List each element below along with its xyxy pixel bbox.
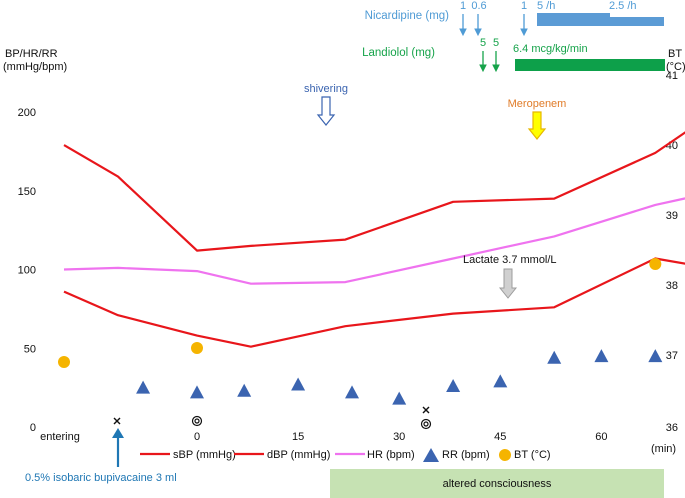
rr-point-9 [594, 349, 609, 363]
rr-point-8 [547, 350, 562, 364]
lactate-annotation: Lactate 3.7 mmol/L [463, 254, 557, 299]
shivering-label: shivering [304, 83, 348, 95]
series-rr-markers [136, 349, 663, 405]
right-tick-label-3: 39 [666, 210, 678, 222]
cross-marker-1 [113, 417, 121, 425]
legend-dbp-label: dBP (mmHg) [267, 449, 330, 461]
meropenem-label: Meropenem [508, 98, 567, 110]
x-tick-label-0: entering [40, 431, 80, 443]
left-tick-label-0: 0 [30, 422, 36, 434]
cross-marker-2 [422, 406, 430, 414]
nicardipine-label: Nicardipine (mg) [365, 10, 450, 22]
landiolol-bolus-arrow-1 [479, 51, 487, 73]
rr-point-6 [446, 379, 461, 393]
legend-bt-swatch [499, 449, 511, 461]
series-bt-markers [58, 258, 662, 368]
legend-hr-label: HR (bpm) [367, 449, 415, 461]
landiolol-bolus-arrow-2 [492, 51, 500, 73]
nicardipine-bolus-arrow-2 [474, 14, 482, 37]
bt-point-0 [58, 356, 70, 368]
left-axis-title-line2: (mmHg/bpm) [3, 61, 67, 73]
altered-consciousness-band [330, 469, 664, 498]
landiolol-label: Landiolol (mg) [362, 47, 435, 59]
shivering-arrow [316, 96, 336, 126]
rr-point-10 [648, 349, 663, 363]
landiolol-bolus-1: 5 [480, 37, 486, 49]
rr-point-7 [493, 374, 508, 388]
rr-point-2 [237, 383, 252, 397]
right-tick-label-1: 37 [666, 350, 678, 362]
legend-bt-label: BT (°C) [514, 449, 551, 461]
landiolol-infusion-bar [515, 59, 665, 71]
bt-point-1 [191, 342, 203, 354]
left-tick-label-3: 150 [18, 186, 36, 198]
rr-point-5 [392, 391, 407, 405]
x-tick-label-4: 45 [494, 431, 506, 443]
nicardipine-bolus-arrow-1 [459, 14, 467, 37]
right-axis-title-line2: (°C) [666, 61, 685, 73]
nicardipine-infusion-bar-1 [537, 13, 610, 26]
left-tick-label-1: 50 [24, 343, 36, 355]
meropenem-annotation: Meropenem [508, 98, 567, 140]
shivering-annotation: shivering [304, 83, 348, 126]
rr-point-3 [291, 377, 306, 391]
nicardipine-infusion-bar-2 [610, 17, 664, 26]
series-hr-line [63, 197, 685, 285]
legend: sBP (mmHg) dBP (mmHg) HR (bpm) RR (bpm) … [140, 448, 551, 462]
right-tick-label-2: 38 [666, 280, 678, 292]
landiolol-rate: 6.4 mcg/kg/min [513, 43, 588, 55]
rr-point-0 [136, 380, 151, 394]
right-tick-label-5: 41 [666, 70, 678, 82]
nicardipine-bolus-1: 1 [460, 0, 466, 12]
nicardipine-rate-2: 2.5 /h [609, 0, 637, 12]
legend-rr-swatch [423, 448, 439, 462]
legend-sbp-label: sBP (mmHg) [173, 449, 236, 461]
x-tick-label-1: 0 [194, 431, 200, 443]
rr-point-1 [190, 385, 204, 399]
x-tick-label-2: 15 [292, 431, 304, 443]
meropenem-arrow [527, 111, 547, 140]
x-axis-ticks: entering0153045607590105120 [40, 431, 607, 443]
rr-point-4 [345, 385, 360, 399]
series-dbp-line [63, 257, 685, 348]
nicardipine-bolus-arrow-3 [520, 14, 528, 37]
bupivacaine-label: 0.5% isobaric bupivacaine 3 ml [25, 472, 177, 484]
bt-point-2 [649, 258, 662, 270]
right-axis-title-line1: BT [668, 48, 682, 60]
x-tick-label-3: 30 [393, 431, 405, 443]
x-tick-label-5: 60 [595, 431, 607, 443]
left-tick-label-2: 100 [18, 265, 36, 277]
legend-rr-label: RR (bpm) [442, 449, 490, 461]
double-circle-marker-2 [420, 418, 432, 430]
nicardipine-rate-1: 5 /h [537, 0, 555, 12]
nicardipine-bolus-2: 0.6 [471, 0, 486, 12]
bupivacaine-annotation: 0.5% isobaric bupivacaine 3 ml [25, 428, 177, 484]
right-tick-label-0: 36 [666, 422, 678, 434]
landiolol-bolus-2: 5 [493, 37, 499, 49]
double-circle-marker-1 [191, 415, 203, 427]
left-axis-title-line1: BP/HR/RR [5, 48, 58, 60]
lactate-label: Lactate 3.7 mmol/L [463, 254, 557, 266]
bupivacaine-arrow-head [112, 428, 124, 438]
left-axis-ticks: 0 50 100 150 200 [18, 107, 36, 434]
x-axis-unit: (min) [651, 443, 676, 455]
altered-consciousness-label: altered consciousness [443, 478, 552, 490]
series-sbp-line [63, 131, 685, 252]
left-tick-label-4: 200 [18, 107, 36, 119]
lactate-arrow [498, 268, 518, 299]
infusion-panel: Nicardipine (mg) 1 0.6 1 5 /h 2.5 /h Lan… [362, 0, 665, 73]
nicardipine-bolus-3: 1 [521, 0, 527, 12]
